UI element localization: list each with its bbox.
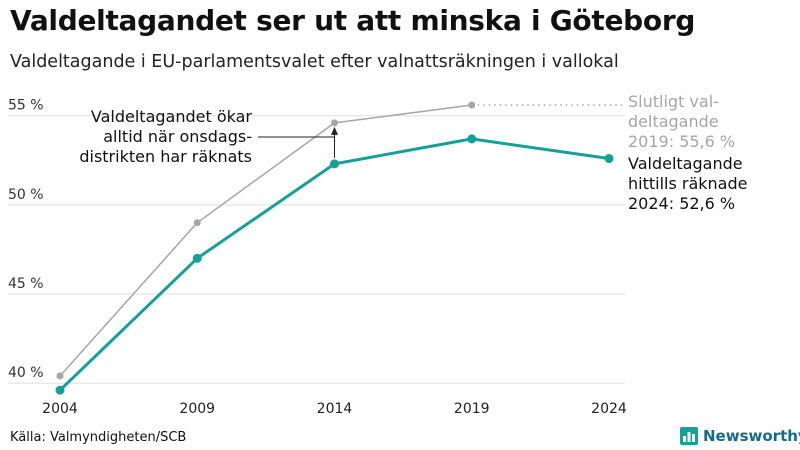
x-tick-label: 2009 <box>179 401 215 417</box>
annotation-text: Valdeltagandet ökar <box>91 107 253 126</box>
data-point-final <box>331 119 338 127</box>
series-label-final: 2019: 55,6 % <box>628 132 735 151</box>
data-point-counted <box>192 253 202 263</box>
data-point-counted <box>604 154 614 164</box>
data-point-counted <box>467 134 477 144</box>
series-line-final <box>59 104 472 377</box>
series-label-counted: hittills räknade <box>628 174 747 193</box>
y-tick-label: 45 % <box>8 276 44 292</box>
x-tick-label: 2004 <box>42 401 78 417</box>
series-label-counted: 2024: 52,6 % <box>628 194 735 213</box>
bar-chart-logo-icon <box>680 427 698 445</box>
annotation-arrow-head <box>331 126 338 135</box>
series-line-counted <box>58 137 610 392</box>
data-point-counted <box>330 159 339 169</box>
data-point-final <box>193 219 201 227</box>
brand-name: Newsworthy <box>703 427 800 445</box>
page-subtitle: Valdeltagande i EU-parlamentsvalet efter… <box>10 52 619 72</box>
annotation-text: distrikten har räknats <box>79 147 252 166</box>
data-point-counted <box>55 385 65 395</box>
series-label-counted: Valdeltagande <box>628 154 743 173</box>
y-tick-label: 40 % <box>8 365 44 381</box>
annotation-text: alltid när onsdags- <box>103 127 252 146</box>
series-label-final: Slutligt val- <box>628 92 719 111</box>
y-tick-label: 55 % <box>8 98 44 114</box>
x-tick-label: 2019 <box>454 401 490 417</box>
page-title: Valdeltagandet ser ut att minska i Göteb… <box>10 4 696 37</box>
x-tick-label: 2014 <box>317 401 353 417</box>
brand-logo: Newsworthy <box>680 427 800 445</box>
y-tick-label: 50 % <box>8 187 44 203</box>
source-note: Källa: Valmyndigheten/SCB <box>10 430 187 445</box>
x-tick-label: 2024 <box>591 401 627 417</box>
data-point-final <box>468 101 476 109</box>
series-label-final: deltagande <box>628 112 719 131</box>
data-point-final <box>56 372 64 380</box>
